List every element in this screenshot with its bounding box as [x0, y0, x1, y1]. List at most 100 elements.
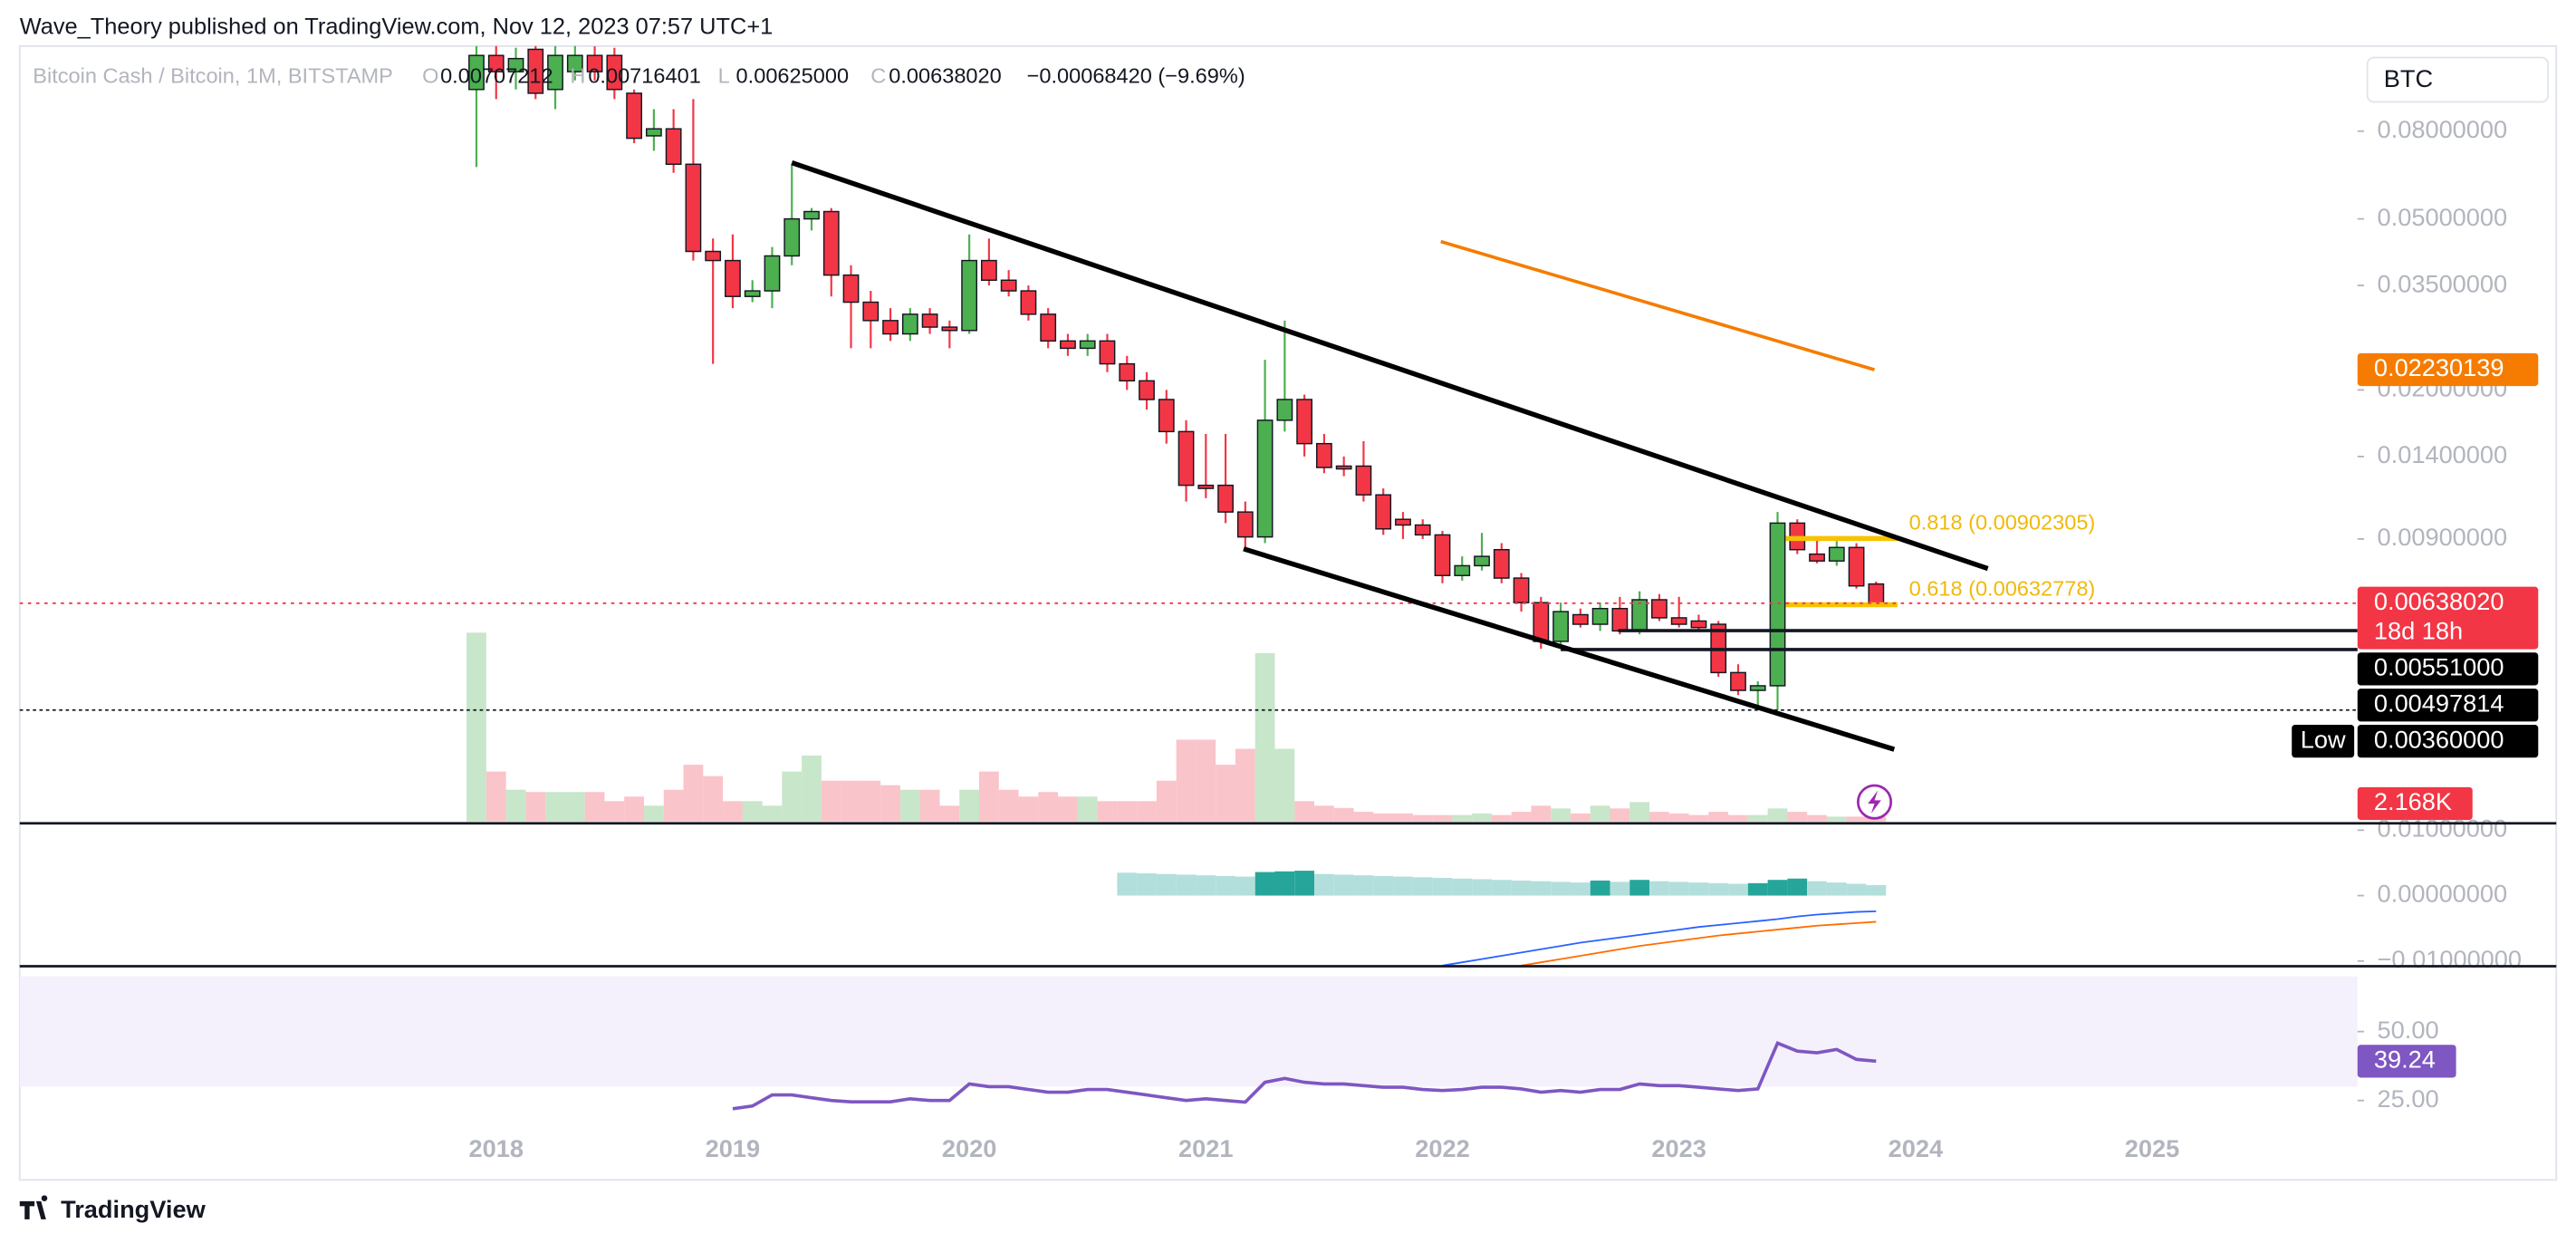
level-tag-label: 0.00497814: [2374, 689, 2504, 717]
ohlc-key: L: [718, 63, 730, 87]
macd-histogram: [1235, 876, 1255, 896]
candle-body: [1236, 511, 1254, 538]
legend: Bitcoin Cash / Bitcoin, 1M, BITSTAMP O 0…: [33, 63, 1245, 87]
rsi-tag-label: 39.24: [2374, 1045, 2436, 1074]
volume-bar: [1333, 807, 1354, 822]
macd-histogram: [1452, 878, 1473, 896]
macd-histogram: [1531, 881, 1552, 896]
volume-tag-label: 2.168K: [2374, 787, 2452, 815]
volume-bar: [1649, 812, 1669, 822]
candle-body: [901, 313, 918, 335]
candle-body: [645, 128, 662, 137]
candle-body: [626, 92, 643, 140]
volume-bar: [1610, 808, 1630, 822]
drawings: [791, 160, 1989, 752]
currency-button[interactable]: [2366, 56, 2550, 103]
volume-bar: [545, 792, 565, 822]
candle-body: [1651, 599, 1668, 619]
macd-histogram: [1590, 880, 1610, 896]
volume-bar: [959, 789, 980, 822]
macd-histogram: [1826, 882, 1847, 896]
candle-body: [527, 48, 544, 94]
ma-tag: [2357, 352, 2539, 387]
volume-bar: [1491, 814, 1512, 822]
macd-histogram: [1807, 881, 1827, 896]
volume-bar: [1846, 816, 1867, 822]
volume-bar: [1629, 802, 1650, 822]
volume-bar: [1393, 813, 1413, 822]
candle-body: [1119, 362, 1136, 382]
candle-body: [1060, 340, 1076, 350]
ohlc-key: O: [422, 63, 438, 87]
candle-body: [744, 290, 761, 297]
volume-bar: [1452, 814, 1473, 822]
volume-bar: [485, 771, 506, 822]
level-tag: [2357, 725, 2539, 758]
level-tag-label: 0.00360000: [2374, 725, 2504, 753]
volume-bar: [1787, 812, 1808, 822]
macd-histogram: [1728, 883, 1748, 896]
macd-histogram: [1610, 882, 1630, 896]
candle-body: [1296, 399, 1313, 445]
channel-upper: [791, 160, 1989, 572]
candle-body: [606, 54, 623, 91]
volume-bar: [899, 789, 920, 822]
volume-bar: [1038, 792, 1059, 822]
fib-label: 0.818 (0.00902305): [1909, 510, 2096, 534]
y-tick-label: −0.01000000: [2378, 945, 2523, 973]
candle-body: [1434, 534, 1451, 576]
volume-bar: [742, 801, 763, 822]
ohlc-value: 0.00638020: [889, 63, 1002, 87]
candle-body: [1611, 607, 1629, 632]
ohlc-value: 0.00625000: [736, 63, 850, 87]
candle-body: [981, 259, 997, 282]
macd-histogram: [1176, 874, 1197, 896]
volume-bar: [1747, 814, 1768, 822]
candle-body: [1848, 546, 1865, 587]
rsi-line: [732, 1041, 1877, 1111]
volume-bar: [644, 805, 664, 822]
level-tag: [2357, 652, 2539, 686]
price-pane: [466, 45, 1887, 822]
y-tick-label: 0.01000000: [2378, 814, 2508, 843]
candle-body: [882, 320, 899, 335]
macd-histogram: [1117, 872, 1138, 896]
volume-bar: [979, 771, 999, 822]
ohlc-key: C: [870, 63, 886, 87]
candle-body: [1730, 671, 1746, 691]
ohlc-key: H: [570, 63, 585, 87]
macd-histogram: [1294, 871, 1315, 896]
price-tag-label: 0.00638020: [2374, 587, 2504, 615]
macd-histogram: [1274, 871, 1295, 896]
candle-body: [468, 54, 485, 91]
macd-histogram: [1412, 877, 1433, 896]
volume-bar: [1767, 808, 1788, 822]
volume-bar: [703, 776, 724, 822]
candle-body: [1139, 380, 1155, 400]
volume-bar: [1254, 652, 1275, 822]
macd-histogram: [1629, 880, 1650, 896]
volume-bar: [683, 765, 704, 822]
x-tick-label: 2025: [2125, 1134, 2179, 1162]
candle-body: [1474, 555, 1490, 567]
macd-histogram: [1353, 875, 1374, 896]
candle-body: [1040, 313, 1057, 342]
candle-body: [822, 210, 840, 276]
candle-body: [1395, 518, 1411, 526]
volume-bar: [525, 792, 546, 822]
volume-bar: [821, 780, 841, 822]
candle-body: [1809, 553, 1825, 562]
candle-body: [764, 255, 781, 292]
volume-bar: [1511, 812, 1532, 822]
macd-histogram: [1747, 882, 1768, 896]
volume-bar: [1432, 814, 1453, 822]
candle-body: [1868, 583, 1885, 604]
volume-bar: [919, 789, 940, 822]
volume-bar: [1807, 814, 1827, 822]
logo-mark: [19, 1195, 48, 1219]
low-tag-box: [2292, 725, 2355, 758]
level-tag: [2357, 689, 2539, 722]
macd-histogram: [1254, 872, 1275, 896]
candle-body: [685, 163, 702, 253]
candle-body: [1533, 602, 1550, 642]
